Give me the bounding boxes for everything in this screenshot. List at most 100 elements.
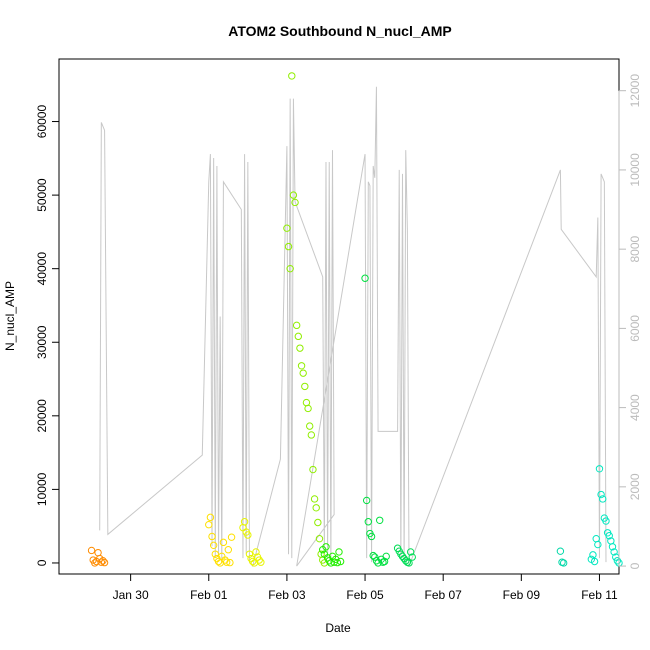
y-tick-label: 60000 [35, 105, 49, 139]
data-point [227, 533, 236, 541]
data-point [608, 543, 617, 551]
data-point [605, 532, 613, 540]
data-point [364, 518, 372, 526]
data-point [224, 546, 233, 554]
x-tick-label: Feb 01 [190, 588, 228, 602]
data-point [226, 558, 234, 567]
data-point [594, 540, 602, 549]
data-point [255, 556, 263, 564]
data-point [587, 555, 596, 563]
data-point [362, 496, 371, 505]
x-tick-label: Feb 03 [268, 588, 306, 602]
chart-title: ATOM2 Southbound N_nucl_AMP [228, 23, 451, 39]
data-point [292, 321, 301, 330]
data-point [312, 504, 320, 512]
y-axis-label: N_nucl_AMP [3, 281, 17, 351]
y-tick-label: 30000 [35, 325, 49, 359]
data-point [309, 465, 317, 474]
data-point [209, 541, 218, 550]
data-point [291, 198, 299, 207]
y2-tick-label: 10000 [628, 153, 642, 187]
x-tick-label: Feb 07 [425, 588, 463, 602]
data-point [367, 532, 376, 541]
x-tick-label: Jan 30 [113, 588, 149, 602]
data-point [380, 557, 389, 566]
y2-tick-label: 4000 [628, 394, 642, 421]
data-point [556, 547, 565, 555]
points-layer [87, 72, 623, 567]
data-point [310, 495, 319, 503]
data-point [333, 558, 342, 567]
data-point [315, 534, 324, 543]
x-tick-label: Feb 05 [346, 588, 384, 602]
y2-tick-label: 8000 [628, 235, 642, 262]
data-point [222, 558, 231, 566]
data-point [369, 551, 377, 560]
x-axis-label: Date [325, 621, 351, 635]
y2-tick-label: 12000 [628, 74, 642, 108]
data-point [304, 404, 312, 413]
data-point [336, 557, 345, 566]
data-point [284, 242, 293, 251]
data-point [371, 553, 379, 561]
data-point [87, 546, 96, 555]
data-point [97, 558, 106, 566]
data-point [322, 543, 330, 551]
data-point [602, 517, 610, 525]
y2-tick-label: 6000 [628, 315, 642, 342]
data-point [206, 513, 215, 522]
data-point [205, 521, 213, 529]
data-point [307, 431, 316, 439]
data-point [211, 550, 219, 558]
data-point [589, 551, 597, 559]
data-point [405, 559, 413, 567]
data-point [297, 362, 306, 370]
data-point [219, 538, 228, 547]
data-point [99, 557, 107, 565]
y-tick-label: 40000 [35, 252, 49, 286]
secondary-series-line [99, 86, 607, 568]
data-point [382, 552, 390, 561]
data-point [288, 72, 296, 80]
y-tick-label: 10000 [35, 472, 49, 506]
y-tick-label: 20000 [35, 399, 49, 433]
plot-frame [58, 58, 620, 575]
y-axis-left: 0 10000 20000 30000 40000 50000 60000 [35, 105, 60, 566]
data-point [245, 550, 254, 558]
data-point [610, 548, 618, 556]
data-point [244, 531, 252, 539]
data-point [376, 516, 384, 524]
x-tick-label: Feb 11 [581, 588, 618, 602]
data-point [240, 518, 249, 526]
data-point [286, 264, 294, 273]
data-point [306, 422, 314, 430]
data-point [406, 548, 415, 556]
data-point [595, 465, 604, 473]
data-point [335, 548, 343, 556]
data-point [283, 224, 291, 232]
data-point [597, 490, 605, 499]
secondary-line-layer [99, 86, 607, 568]
data-point [257, 558, 265, 566]
data-point [94, 548, 102, 557]
data-point [294, 332, 302, 341]
data-point [599, 495, 607, 503]
data-point [408, 553, 416, 561]
y-tick-label: 0 [35, 559, 49, 566]
x-axis: Jan 30 Feb 01 Feb 03 Feb 05 Feb 07 Feb 09 Feb … [113, 573, 618, 602]
data-point [613, 557, 622, 565]
data-point [314, 518, 322, 527]
data-point [296, 344, 304, 352]
data-point [299, 369, 307, 377]
data-point [361, 274, 369, 282]
y2-tick-label: 2000 [628, 473, 642, 500]
y2-tick-label: 0 [628, 562, 642, 569]
data-point [289, 191, 298, 199]
data-point [100, 558, 109, 567]
y-tick-label: 50000 [35, 178, 49, 212]
data-point [208, 532, 216, 541]
data-point [559, 559, 568, 567]
x-tick-label: Feb 09 [503, 588, 541, 602]
data-point [252, 548, 260, 556]
